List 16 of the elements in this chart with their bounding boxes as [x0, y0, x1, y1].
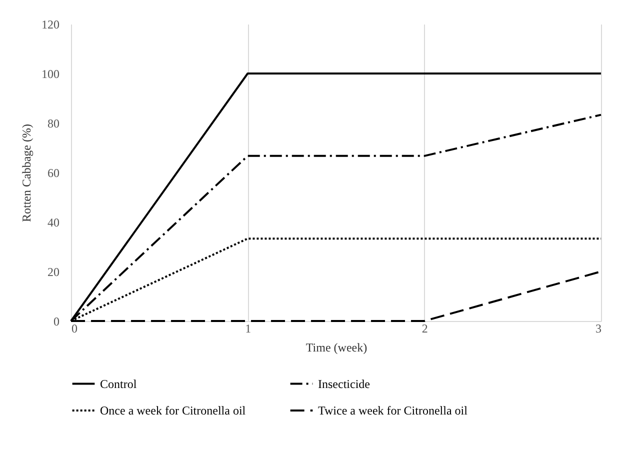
legend-label: Twice a week for Citronella oil [318, 404, 468, 418]
legend-label: Once a week for Citronella oil [100, 404, 246, 418]
y-axis-title: Rotten Cabbage (%) [20, 124, 34, 222]
x-axis-title: Time (week) [306, 340, 368, 354]
x-tick-label: 2 [422, 322, 428, 336]
y-tick-label: 20 [48, 265, 60, 279]
x-tick-label: 1 [245, 322, 252, 336]
y-tick-label: 120 [42, 18, 60, 32]
y-tick-label: 60 [48, 166, 60, 180]
y-tick-label: 80 [48, 116, 60, 130]
legend-label: Control [100, 376, 138, 391]
y-tick-label: 40 [48, 216, 60, 230]
y-tick-label: 100 [42, 67, 60, 81]
x-tick-label: 3 [596, 322, 602, 336]
legend-label: Insecticide [318, 376, 370, 391]
x-tick-label: 0 [72, 322, 78, 336]
